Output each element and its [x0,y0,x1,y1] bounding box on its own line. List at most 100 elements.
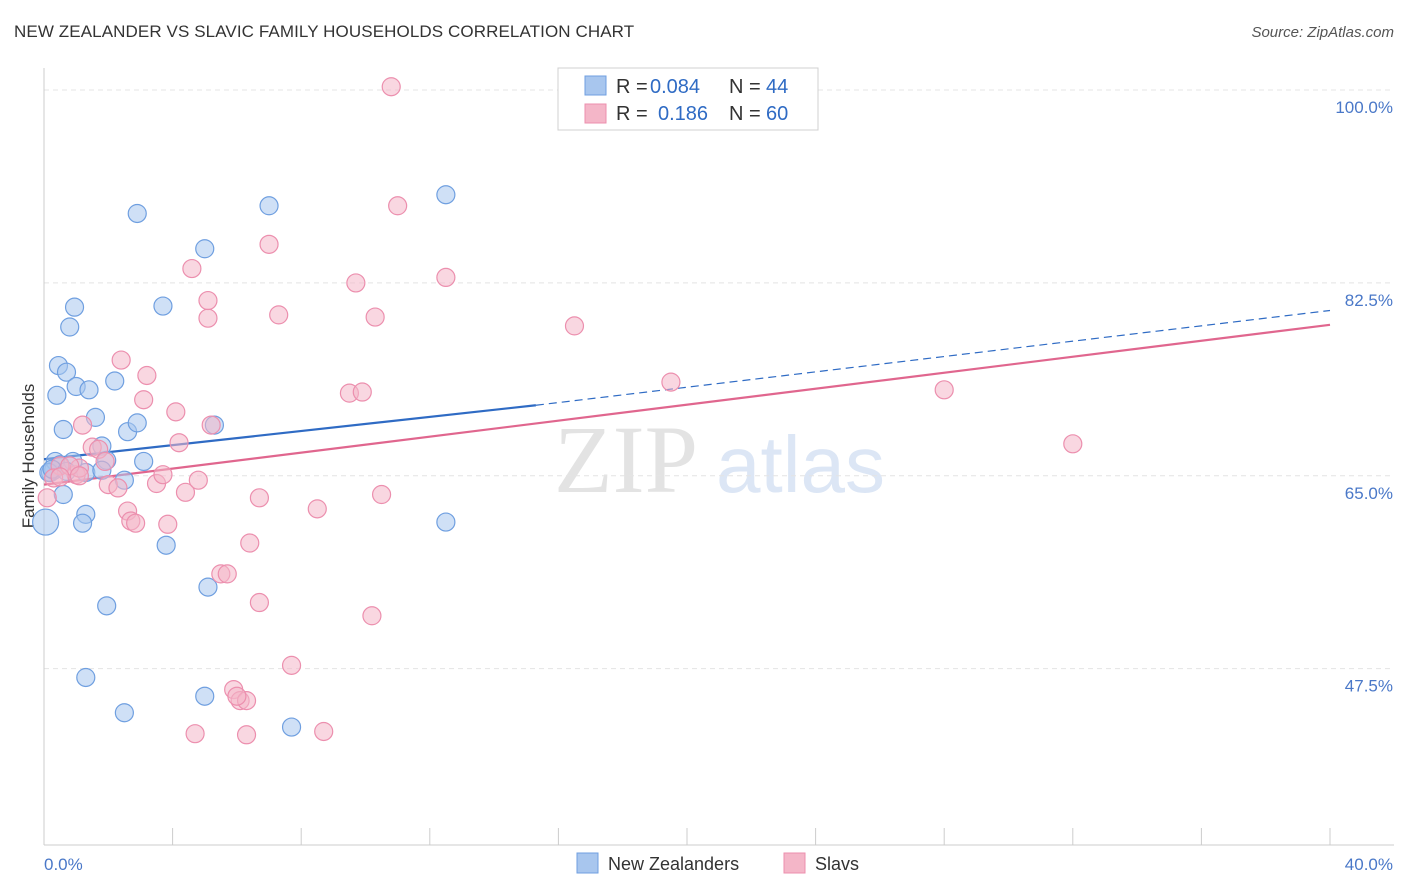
nz-point [436,185,456,205]
trend-line-nz-extension [535,309,1331,406]
slavs-point [661,372,681,392]
slavs-point [153,465,173,485]
nz-point [53,419,73,440]
slavs-point [371,484,392,505]
x-tick-label-max: 40.0% [1345,855,1393,874]
legend-r-label-nz: R = [616,76,648,98]
nz-point [105,371,125,391]
series-legend-label-nz: New Zealanders [608,854,739,874]
slavs-point [188,470,208,490]
watermark-atlas: atlas [716,420,885,509]
slavs-point [249,592,270,613]
legend-n-value-slavs: 60 [766,103,788,125]
chart-title: NEW ZEALANDER VS SLAVIC FAMILY HOUSEHOLD… [14,22,635,41]
legend-n-value-nz: 44 [766,76,788,98]
legend-swatch-nz [584,75,607,96]
legend-n-label-slavs: N = [729,103,761,125]
slavs-point [365,307,385,327]
legend-r-value-slavs: 0.186 [658,103,708,125]
nz-point [127,203,147,224]
nz-point [436,512,456,532]
nz-point [53,484,73,505]
slavs-point [182,258,202,279]
axes [43,68,1394,846]
nz-point [56,362,77,382]
nz-point [76,667,96,688]
x-ticks [43,828,1331,845]
nz-point [156,535,176,555]
slavs-point [381,77,401,97]
y-axis-label: Family Households [19,384,38,529]
x-tick-label-min: 0.0% [44,855,83,874]
nz-point [198,577,218,597]
nz-point [47,385,67,405]
y-tick-label: 82.5% [1345,291,1393,310]
legend-r-label-slavs: R = [616,103,648,125]
nz-point [195,239,215,259]
watermark-zip: ZIP [554,406,698,513]
slavs-point [158,514,178,534]
legend-r-value-nz: 0.084 [650,76,700,98]
nz-point [72,513,93,533]
series-legend-swatch-slavs [783,852,806,874]
slavs-point [69,466,89,486]
slavs-point [166,402,186,422]
y-tick-label: 100.0% [1335,98,1393,117]
nz-point [97,596,117,616]
trend-line-nz [43,404,537,461]
slavs-point [175,482,196,502]
slavs-point [217,564,237,584]
nz-point [195,686,215,706]
slavs-point [50,467,70,487]
slavs-point [198,290,218,311]
slavs-point [111,350,131,370]
legend-n-label-nz: N = [729,76,761,98]
slavs-point [201,415,221,435]
legend-swatch-slavs [584,103,607,124]
nz-point [153,296,173,316]
slavs-point [240,533,260,553]
slavs-point [564,316,585,336]
slavs-point [269,305,289,325]
slavs-point [95,451,115,472]
slavs-point [126,513,146,533]
y-tick-label: 47.5% [1345,677,1393,696]
nz-point [281,717,302,737]
grid [44,89,1394,670]
nz-point [60,317,80,337]
y-tick-labels: 47.5% 65.0% 82.5% 100.0% [1335,98,1393,696]
nz-point [64,297,85,317]
y-tick-label: 65.0% [1345,484,1393,503]
slavs-point [108,478,128,498]
slavs-point [137,365,157,386]
slavs-point [436,267,456,288]
nz-point [114,703,134,723]
slavs-point [249,488,270,508]
scatter-points [32,77,1083,745]
slavs-point [352,382,372,402]
slavs-point [236,725,257,745]
slavs-point [185,724,205,744]
nz-point [127,413,147,433]
slavs-point [227,686,247,706]
slavs-point [134,390,154,410]
nz-point [79,380,99,400]
slavs-point [934,380,954,400]
slavs-point [259,234,279,254]
slavs-point [281,655,302,675]
slavs-point [37,488,57,508]
trend-line-slavs [43,323,1331,486]
series-legend-swatch-nz [576,852,599,874]
series-legend-label-slavs: Slavs [815,854,859,874]
nz-point [32,508,60,536]
slavs-point [307,499,327,519]
slavs-point [314,721,334,742]
slavs-point [362,606,382,626]
series-legend: New Zealanders Slavs [576,852,859,874]
source-label: Source: ZipAtlas.com [1251,24,1394,41]
slavs-point [1063,434,1083,454]
slavs-point [346,273,366,293]
nz-point [259,196,279,216]
watermark: ZIP atlas [554,406,885,513]
